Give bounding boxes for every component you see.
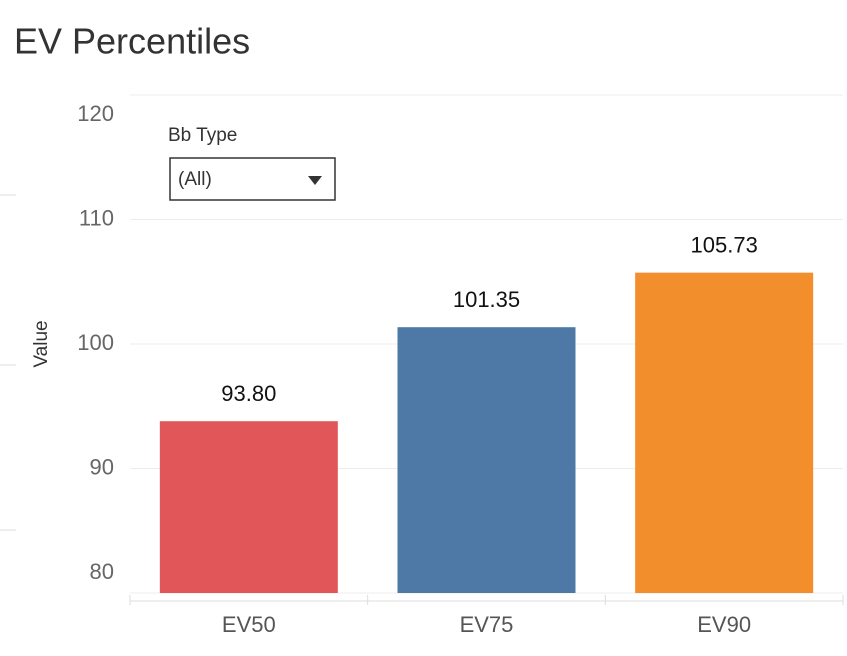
- dropdown-value: (All): [178, 169, 212, 190]
- chart-title: EV Percentiles: [14, 21, 250, 62]
- y-tick-label: 100: [77, 330, 114, 355]
- bar: [159, 421, 338, 593]
- dropdown-arrow: [308, 176, 322, 185]
- filter[interactable]: Bb Type (All): [168, 125, 336, 201]
- y-tick-label: 80: [90, 559, 114, 584]
- x-tick-label: EV75: [460, 612, 514, 637]
- bar: [397, 327, 576, 593]
- x-tick-label: EV90: [697, 612, 751, 637]
- y-tick-label: 90: [90, 454, 114, 479]
- data-label: 101.35: [453, 287, 520, 312]
- plot-area: 80 90 100 110 120 EV50 93.80 EV75 101.35 EV90 105.…: [77, 94, 844, 637]
- x-tick-label: EV50: [222, 612, 276, 637]
- bar: [635, 272, 814, 593]
- y-axis-label: Value: [31, 320, 52, 367]
- y-tick-label: 120: [77, 101, 114, 126]
- dropdown[interactable]: [169, 157, 336, 201]
- data-label: 93.80: [221, 381, 276, 406]
- y-tick-label: 110: [79, 205, 114, 230]
- filter-label: Bb Type: [168, 125, 237, 146]
- data-label: 105.73: [691, 232, 758, 257]
